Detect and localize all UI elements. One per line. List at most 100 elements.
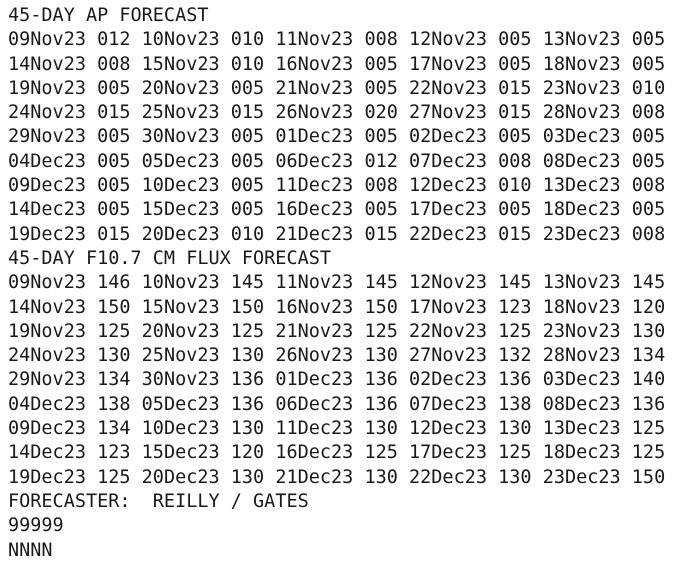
date: 17Dec23: [409, 442, 487, 464]
date: 03Dec23: [542, 126, 621, 148]
value: 012: [97, 29, 131, 51]
date: 24Nov23: [8, 102, 86, 124]
value: 125: [230, 320, 265, 342]
value: 125: [97, 466, 131, 488]
date: 18Nov23: [542, 53, 621, 75]
date: 02Dec23: [409, 369, 487, 391]
value: 010: [230, 223, 265, 245]
value: 125: [364, 442, 398, 464]
value: 125: [364, 320, 398, 342]
value: 005: [97, 175, 131, 197]
date: 28Nov23: [542, 102, 621, 124]
value: 130: [364, 345, 398, 367]
footer-line: FORECASTER: REILLY / GATES: [8, 490, 680, 514]
value: 012: [364, 150, 398, 172]
date: 07Dec23: [409, 393, 487, 415]
date: 16Nov23: [275, 296, 354, 318]
forecast-row: 19Nov23 005 20Nov23 005 21Nov23 005 22No…: [8, 77, 680, 101]
value: 008: [364, 29, 398, 51]
date: 28Nov23: [542, 345, 621, 367]
date: 12Dec23: [409, 175, 487, 197]
date: 11Nov23: [275, 29, 354, 51]
value: 150: [364, 296, 398, 318]
date: 02Dec23: [409, 126, 487, 148]
value: 005: [498, 29, 532, 51]
forecast-row: 29Nov23 134 30Nov23 136 01Dec23 136 02De…: [8, 368, 680, 392]
date: 20Nov23: [141, 320, 220, 342]
forecast-row: 24Nov23 130 25Nov23 130 26Nov23 130 27No…: [8, 344, 680, 368]
value: 005: [631, 29, 666, 51]
value: 005: [631, 126, 666, 148]
value: 005: [631, 150, 666, 172]
footer-line: NNNN: [8, 539, 680, 563]
forecast-row: 14Nov23 008 15Nov23 010 16Nov23 005 17No…: [8, 53, 680, 77]
value: 134: [97, 418, 131, 440]
date: 30Nov23: [141, 369, 220, 391]
value: 015: [498, 102, 532, 124]
forecast-row: 09Nov23 012 10Nov23 010 11Nov23 008 12No…: [8, 28, 680, 52]
section-title-text: 45-DAY AP FORECAST: [8, 5, 209, 26]
footer-code: 99999: [8, 515, 64, 537]
date: 11Dec23: [275, 175, 354, 197]
section-title: 45-DAY F10.7 CM FLUX FORECAST: [8, 247, 680, 271]
date: 05Dec23: [141, 393, 220, 415]
value: 130: [631, 320, 666, 342]
forecast-row: 09Nov23 146 10Nov23 145 11Nov23 145 12No…: [8, 271, 680, 295]
value: 150: [97, 296, 131, 318]
value: 005: [364, 126, 398, 148]
value: 130: [364, 418, 398, 440]
date: 20Dec23: [141, 223, 220, 245]
value: 010: [498, 175, 532, 197]
value: 005: [230, 150, 265, 172]
date: 09Nov23: [8, 29, 86, 51]
value: 150: [631, 466, 666, 488]
value: 005: [364, 77, 398, 99]
value: 136: [364, 369, 398, 391]
value: 130: [230, 418, 265, 440]
date: 22Dec23: [409, 223, 487, 245]
date: 04Dec23: [8, 150, 86, 172]
value: 005: [230, 175, 265, 197]
date: 06Dec23: [275, 393, 354, 415]
date: 10Nov23: [141, 272, 220, 294]
value: 005: [498, 126, 532, 148]
value: 120: [230, 442, 265, 464]
value: 130: [498, 466, 532, 488]
date: 17Nov23: [409, 53, 487, 75]
value: 136: [631, 393, 666, 415]
value: 015: [498, 77, 532, 99]
value: 005: [97, 150, 131, 172]
forecast-row: 14Dec23 123 15Dec23 120 16Dec23 125 17De…: [8, 441, 680, 465]
forecast-row: 09Dec23 134 10Dec23 130 11Dec23 130 12De…: [8, 417, 680, 441]
value: 015: [364, 223, 398, 245]
date: 15Dec23: [141, 442, 220, 464]
date: 23Nov23: [542, 320, 621, 342]
value: 130: [364, 466, 398, 488]
value: 145: [498, 272, 532, 294]
value: 150: [230, 296, 265, 318]
date: 26Nov23: [275, 102, 354, 124]
date: 16Dec23: [275, 199, 354, 221]
date: 06Dec23: [275, 150, 354, 172]
date: 22Dec23: [409, 466, 487, 488]
date: 14Dec23: [8, 442, 86, 464]
date: 23Dec23: [542, 223, 621, 245]
date: 22Nov23: [409, 320, 487, 342]
date: 11Nov23: [275, 272, 354, 294]
date: 22Nov23: [409, 77, 487, 99]
date: 29Nov23: [8, 126, 86, 148]
date: 13Nov23: [542, 29, 621, 51]
date: 09Dec23: [8, 175, 86, 197]
value: 125: [631, 418, 666, 440]
value: 015: [230, 102, 265, 124]
date: 08Dec23: [542, 150, 621, 172]
date: 01Dec23: [275, 126, 354, 148]
value: 125: [498, 442, 532, 464]
value: 130: [498, 418, 532, 440]
value: 005: [498, 199, 532, 221]
date: 20Dec23: [141, 466, 220, 488]
footer-line: 99999: [8, 514, 680, 538]
value: 123: [97, 442, 131, 464]
date: 25Nov23: [141, 345, 220, 367]
